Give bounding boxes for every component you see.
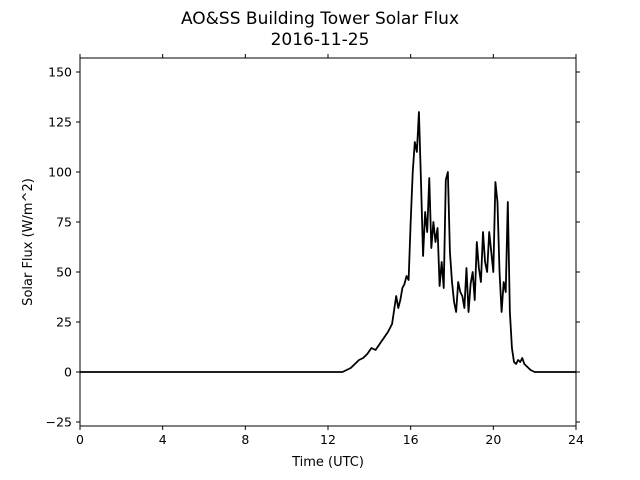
chart-subtitle: 2016-11-25 — [271, 30, 370, 50]
y-tick-label: 0 — [64, 365, 72, 380]
y-tick-label: −25 — [46, 415, 72, 430]
axis-ticks — [76, 54, 580, 430]
y-tick-label: 50 — [56, 265, 72, 280]
x-tick-label: 4 — [159, 432, 167, 447]
x-tick-label: 16 — [403, 432, 419, 447]
x-tick-label: 24 — [568, 432, 584, 447]
plot-frame — [79, 57, 577, 427]
y-tick-label: 125 — [48, 115, 72, 130]
x-tick-label: 12 — [320, 432, 336, 447]
axis-tick-labels: 0 4 8 12 16 20 24 −25 0 25 50 75 100 125 150 — [46, 65, 584, 448]
y-axis-label: Solar Flux (W/m^2) — [21, 178, 36, 306]
x-tick-label: 0 — [76, 432, 84, 447]
y-tick-label: 25 — [56, 315, 72, 330]
y-tick-label: 100 — [48, 165, 72, 180]
y-tick-label: 75 — [56, 215, 72, 230]
solar-flux-line — [79, 111, 577, 373]
x-tick-label: 8 — [241, 432, 249, 447]
x-axis-label: Time (UTC) — [291, 455, 364, 470]
chart-title: AO&SS Building Tower Solar Flux — [181, 9, 459, 29]
x-tick-label: 20 — [485, 432, 501, 447]
y-tick-label: 150 — [48, 65, 72, 80]
